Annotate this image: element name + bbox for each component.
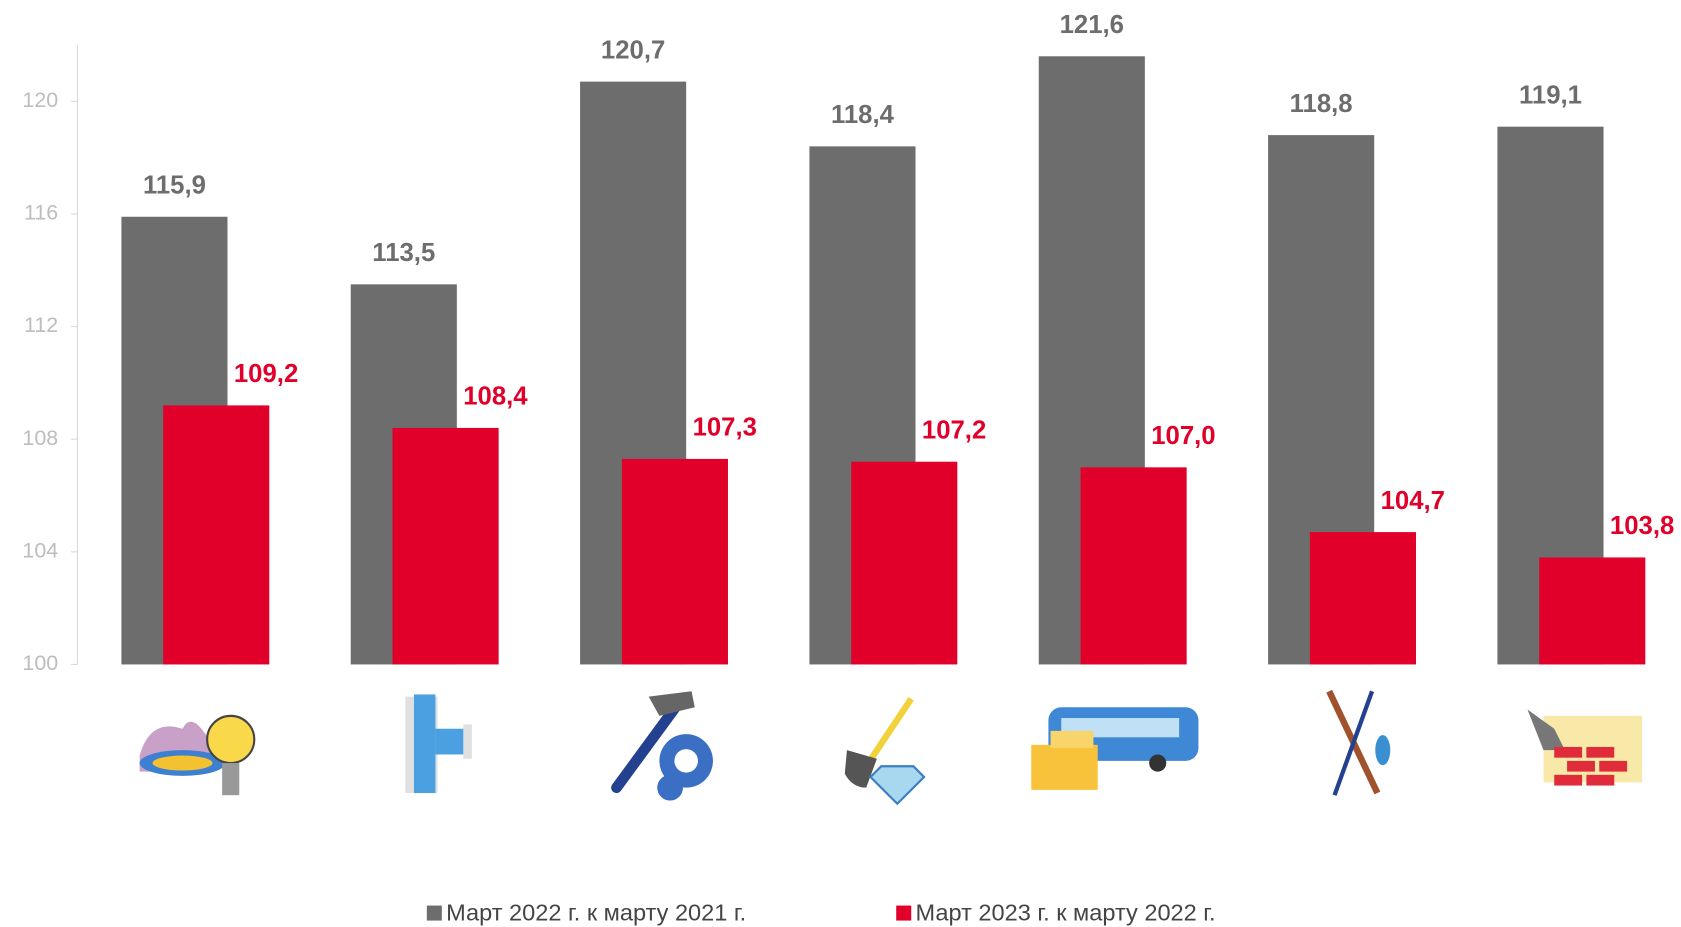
value-label: 120,7 [601,36,665,64]
value-label: 103,8 [1610,512,1674,540]
value-label: 115,9 [143,172,206,200]
value-label: 108,4 [463,383,528,411]
value-label: 113,5 [372,239,435,267]
y-tick-label: 120 [22,88,58,112]
value-label: 107,0 [1151,422,1215,450]
legend-swatch [426,905,442,921]
value-label: 118,8 [1290,90,1353,118]
y-tick-label: 112 [24,313,58,337]
legend-swatch [896,905,912,921]
icon-utilities [139,714,256,796]
bar [1539,557,1646,665]
value-label: 121,6 [1060,11,1124,39]
legend-label: Март 2023 г. к марту 2022 г. [916,899,1216,925]
value-label: 104,7 [1381,487,1445,515]
y-tick-label: 104 [22,538,58,562]
value-label: 118,4 [831,101,895,129]
y-tick-label: 108 [22,426,58,450]
bar [621,458,728,665]
value-label: 119,1 [1519,81,1582,109]
value-label: 107,3 [693,414,757,442]
legend-label: Март 2022 г. к марту 2021 г. [446,899,746,925]
y-tick-label: 116 [24,201,58,225]
icon-construction [1527,709,1643,786]
bar [851,461,958,665]
value-label: 107,2 [922,417,986,445]
icon-pipe [405,694,472,794]
icon-hunting [1326,689,1391,796]
bar [163,405,270,665]
category-icons [139,689,1643,806]
value-label: 109,2 [234,360,298,388]
y-tick-label: 100 [22,651,58,675]
bar [1080,467,1187,665]
bar [1309,532,1416,665]
icon-mining [844,696,926,806]
icon-tools [611,691,713,801]
bar [392,427,499,665]
icon-transport [1031,707,1199,790]
